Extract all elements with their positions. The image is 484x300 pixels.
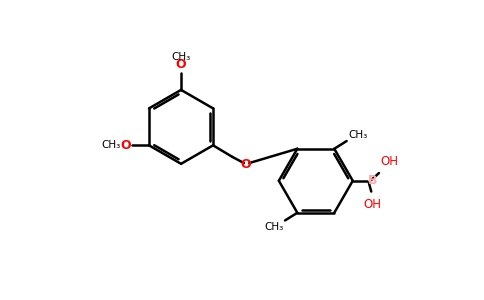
Text: O: O: [176, 58, 186, 71]
Text: CH₃: CH₃: [101, 140, 121, 150]
Text: O: O: [120, 139, 131, 152]
Text: CH₃: CH₃: [264, 222, 284, 232]
Text: OH: OH: [380, 155, 398, 168]
Text: OH: OH: [364, 198, 382, 211]
Text: B: B: [367, 174, 377, 187]
Text: CH₃: CH₃: [348, 130, 367, 140]
Text: O: O: [241, 158, 252, 171]
Text: CH₃: CH₃: [171, 52, 191, 62]
